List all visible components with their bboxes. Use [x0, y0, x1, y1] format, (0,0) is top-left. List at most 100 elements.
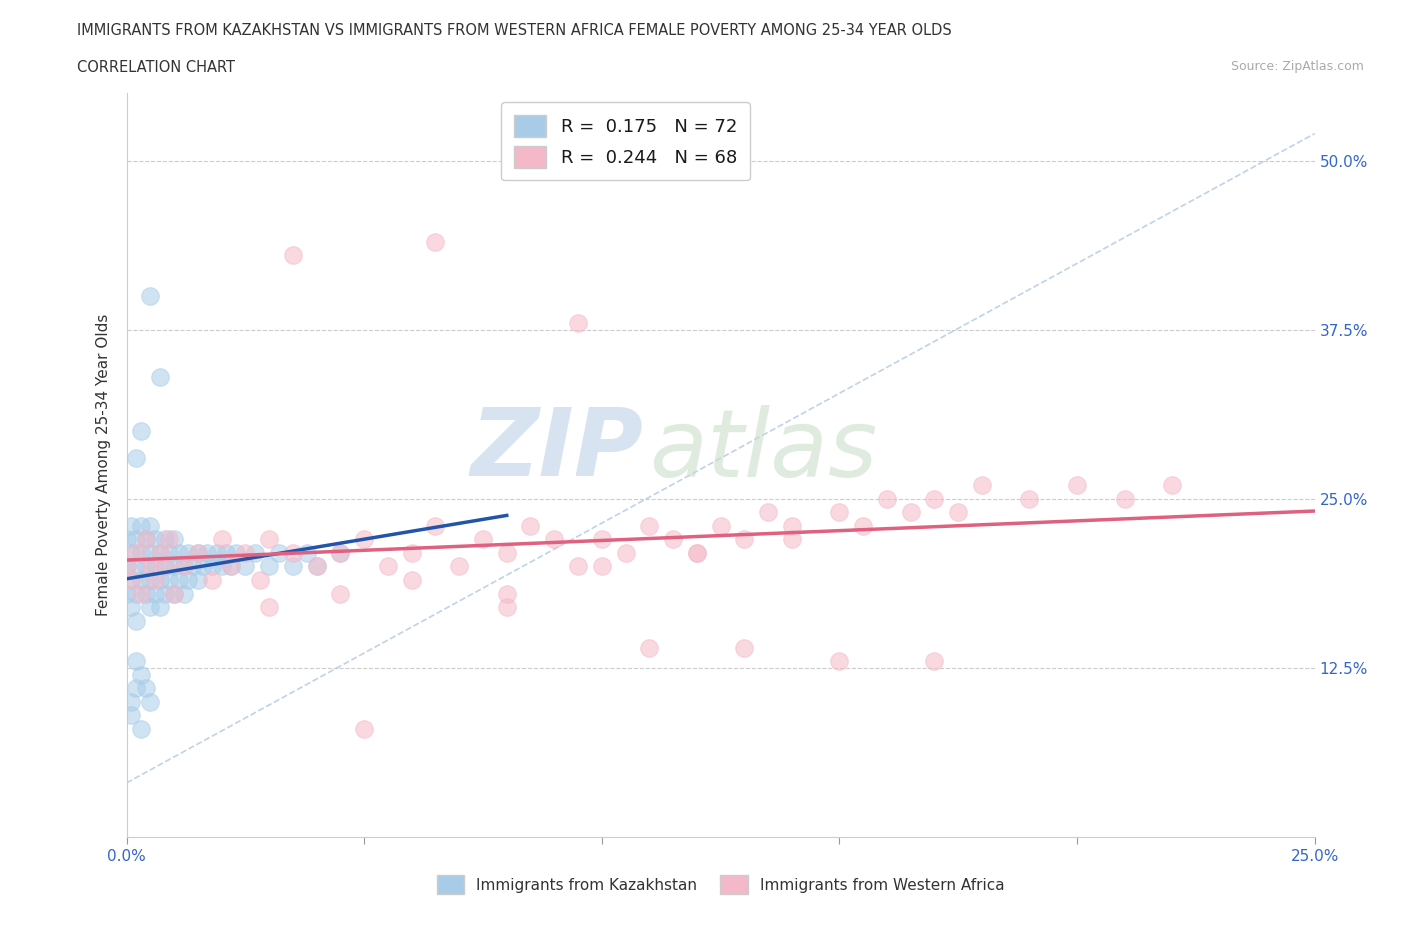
- Point: [281, 546, 304, 561]
- Point: [686, 546, 709, 561]
- Point: [219, 559, 242, 574]
- Point: [173, 559, 195, 574]
- Point: [733, 532, 755, 547]
- Point: [257, 559, 280, 574]
- Point: [305, 559, 328, 574]
- Point: [519, 518, 541, 533]
- Point: [125, 613, 148, 628]
- Point: [211, 532, 233, 547]
- Point: [495, 600, 517, 615]
- Point: [828, 505, 851, 520]
- Point: [591, 559, 613, 574]
- Point: [143, 532, 166, 547]
- Point: [163, 586, 186, 601]
- Point: [281, 248, 304, 263]
- Point: [149, 600, 172, 615]
- Point: [139, 288, 162, 303]
- Point: [900, 505, 922, 520]
- Point: [249, 573, 271, 588]
- Point: [401, 546, 423, 561]
- Point: [1114, 491, 1136, 506]
- Point: [139, 573, 162, 588]
- Point: [177, 546, 200, 561]
- Point: [662, 532, 685, 547]
- Point: [120, 695, 142, 710]
- Point: [120, 573, 142, 588]
- Point: [329, 546, 352, 561]
- Point: [449, 559, 471, 574]
- Point: [120, 573, 142, 588]
- Point: [495, 586, 517, 601]
- Point: [1066, 478, 1088, 493]
- Text: IMMIGRANTS FROM KAZAKHSTAN VS IMMIGRANTS FROM WESTERN AFRICA FEMALE POVERTY AMON: IMMIGRANTS FROM KAZAKHSTAN VS IMMIGRANTS…: [77, 23, 952, 38]
- Point: [329, 546, 352, 561]
- Point: [129, 722, 152, 737]
- Point: [135, 559, 157, 574]
- Point: [157, 573, 180, 588]
- Point: [149, 546, 172, 561]
- Legend: Immigrants from Kazakhstan, Immigrants from Western Africa: Immigrants from Kazakhstan, Immigrants f…: [430, 870, 1011, 900]
- Point: [163, 559, 186, 574]
- Point: [225, 546, 247, 561]
- Text: Source: ZipAtlas.com: Source: ZipAtlas.com: [1230, 60, 1364, 73]
- Point: [614, 546, 637, 561]
- Point: [177, 573, 200, 588]
- Point: [129, 573, 152, 588]
- Point: [970, 478, 993, 493]
- Point: [153, 586, 176, 601]
- Point: [153, 532, 176, 547]
- Point: [305, 559, 328, 574]
- Point: [181, 559, 204, 574]
- Point: [215, 546, 238, 561]
- Point: [149, 573, 172, 588]
- Point: [143, 573, 166, 588]
- Point: [115, 586, 138, 601]
- Point: [135, 681, 157, 696]
- Point: [125, 532, 148, 547]
- Text: ZIP: ZIP: [471, 405, 644, 496]
- Point: [425, 234, 447, 249]
- Point: [780, 518, 803, 533]
- Point: [243, 546, 266, 561]
- Point: [129, 667, 152, 682]
- Point: [125, 451, 148, 466]
- Point: [135, 532, 157, 547]
- Point: [195, 546, 218, 561]
- Point: [187, 546, 209, 561]
- Point: [1161, 478, 1184, 493]
- Point: [139, 695, 162, 710]
- Point: [543, 532, 565, 547]
- Point: [115, 532, 138, 547]
- Point: [135, 586, 157, 601]
- Point: [120, 546, 142, 561]
- Point: [201, 573, 224, 588]
- Point: [125, 654, 148, 669]
- Point: [425, 518, 447, 533]
- Point: [756, 505, 779, 520]
- Point: [377, 559, 399, 574]
- Point: [233, 559, 256, 574]
- Point: [125, 586, 148, 601]
- Point: [163, 532, 186, 547]
- Point: [129, 424, 152, 439]
- Point: [219, 559, 242, 574]
- Point: [591, 532, 613, 547]
- Point: [1018, 491, 1040, 506]
- Point: [125, 681, 148, 696]
- Point: [143, 586, 166, 601]
- Point: [211, 559, 233, 574]
- Point: [201, 559, 224, 574]
- Point: [173, 586, 195, 601]
- Point: [157, 546, 180, 561]
- Text: atlas: atlas: [650, 405, 877, 496]
- Point: [167, 546, 190, 561]
- Point: [115, 559, 138, 574]
- Point: [120, 708, 142, 723]
- Point: [828, 654, 851, 669]
- Point: [129, 518, 152, 533]
- Point: [472, 532, 495, 547]
- Point: [233, 546, 256, 561]
- Point: [924, 654, 946, 669]
- Point: [129, 586, 152, 601]
- Point: [257, 532, 280, 547]
